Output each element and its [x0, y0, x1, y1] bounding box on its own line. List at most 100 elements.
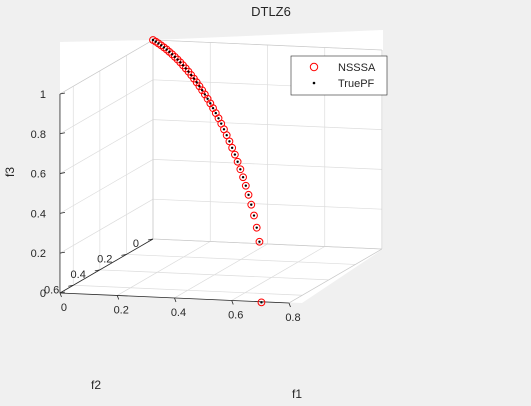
data-point-truepf: [173, 55, 177, 59]
z-tick-label: 0.6: [31, 169, 46, 181]
gridline-floor-y: [73, 284, 303, 296]
z-tick-label: 1: [40, 89, 46, 101]
x-tick-label: 0.2: [114, 304, 129, 316]
data-point-nsssa: [228, 143, 237, 152]
data-point-truepf: [192, 77, 196, 80]
data-point-truepf: [236, 160, 239, 163]
legend-marker-nsssa: [309, 62, 319, 72]
z-tick-mark: [59, 291, 66, 294]
y-tick-label: 0.4: [71, 269, 86, 281]
data-point-truepf: [162, 46, 166, 49]
gridline-side-z: [59, 198, 154, 254]
z-tick-mark: [59, 211, 66, 214]
gridline-side-z: [59, 79, 154, 135]
data-point-truepf: [241, 176, 245, 179]
x-tick-label: 0.8: [285, 312, 300, 324]
box-floor-back-edge: [152, 238, 383, 250]
legend[interactable]: NSSSA TruePF: [290, 55, 388, 96]
series-truepf: [151, 38, 263, 304]
data-point-truepf: [159, 44, 163, 47]
data-point-truepf: [151, 38, 155, 42]
data-point-truepf: [198, 84, 201, 88]
data-point-truepf: [200, 89, 204, 92]
data-point-truepf: [206, 97, 209, 101]
data-point-nsssa: [225, 137, 234, 146]
z-tick-mark: [59, 172, 66, 174]
data-point-truepf: [258, 240, 261, 243]
data-point-truepf: [211, 106, 215, 110]
data-point-nsssa: [200, 90, 209, 99]
data-point-truepf: [170, 53, 174, 56]
legend-box: [290, 55, 388, 96]
x-tick-mark: [174, 297, 177, 303]
data-point-nsssa: [239, 173, 247, 182]
gridline-floor-x: [231, 246, 325, 301]
x-tick-label: 0.6: [228, 309, 243, 321]
data-point-truepf: [190, 73, 193, 77]
data-point-nsssa: [244, 190, 253, 199]
gridline-wall-z: [152, 119, 383, 130]
y-tick-label: 0.2: [97, 253, 112, 265]
data-point-truepf: [228, 140, 231, 143]
x-axis-label: f1: [292, 387, 302, 401]
z-tick-label: 0.4: [31, 208, 46, 220]
gridline-floor-x: [174, 243, 268, 299]
data-point-nsssa: [165, 47, 174, 56]
data-point-truepf: [252, 214, 256, 217]
box-top-back-edge: [152, 39, 383, 51]
data-point-truepf: [214, 111, 217, 115]
data-point-truepf: [157, 42, 160, 45]
gridline-floor-y: [126, 254, 356, 265]
gridline-side-z: [59, 159, 154, 214]
legend-label-nsssa: NSSSA: [338, 62, 376, 74]
z-tick-mark: [59, 92, 66, 95]
data-point-truepf: [176, 58, 179, 61]
y-tick-mark: [94, 269, 100, 272]
data-point-nsssa: [255, 237, 264, 246]
z-axis-label: f3: [3, 167, 17, 177]
x-tick-mark: [116, 295, 120, 300]
z-tick-label: 0: [40, 288, 46, 300]
data-point-truepf: [225, 133, 228, 137]
y-tick-mark: [68, 284, 74, 287]
data-point-truepf: [217, 117, 220, 120]
data-point-nsssa: [173, 55, 182, 64]
y-tick-mark: [121, 254, 127, 256]
z-tick-mark: [59, 132, 66, 135]
y-tick-label: 0: [133, 238, 139, 250]
box-top-left-edge: [59, 39, 154, 95]
data-point-truepf: [222, 128, 226, 131]
data-point-truepf: [179, 61, 182, 64]
plot-points: [149, 36, 266, 307]
data-point-truepf: [247, 193, 250, 197]
y-axis-label: f2: [91, 378, 101, 392]
data-point-truepf: [181, 64, 185, 67]
data-point-nsssa: [203, 94, 212, 103]
data-point-truepf: [220, 122, 223, 125]
data-point-nsssa: [236, 165, 245, 174]
x-tick-mark: [231, 300, 234, 305]
gridline-wall-z: [152, 198, 383, 210]
series-nsssa: [149, 36, 266, 307]
x-tick-label: 0.4: [171, 307, 186, 319]
data-point-truepf: [233, 153, 237, 156]
gridline-wall-z: [152, 159, 383, 170]
y-tick-mark: [147, 238, 154, 241]
z-tick-mark: [59, 251, 66, 254]
chart-title: DTLZ6: [251, 4, 291, 19]
data-point-truepf: [187, 70, 190, 73]
data-point-nsssa: [250, 211, 258, 220]
data-point-nsssa: [247, 200, 256, 209]
data-point-truepf: [255, 226, 258, 229]
z-tick-label: 0.8: [31, 129, 46, 141]
legend-marker-truepf: [312, 81, 316, 85]
x-tick-mark: [59, 292, 62, 298]
data-point-nsssa: [195, 82, 204, 91]
axis-lines: [59, 39, 383, 304]
data-point-nsssa: [241, 181, 250, 190]
data-point-truepf: [209, 102, 212, 105]
y-tick-label: 0.6: [44, 284, 59, 296]
data-point-truepf: [250, 203, 253, 206]
data-point-nsssa: [230, 150, 239, 159]
